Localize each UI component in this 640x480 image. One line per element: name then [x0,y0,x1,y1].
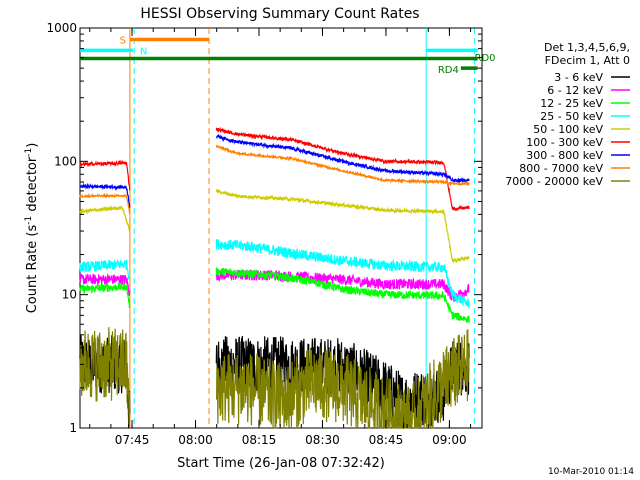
legend-label: 3 - 6 keV [554,71,603,84]
series-line-50-100-kev [79,188,470,264]
x-tick-label: 08:00 [178,433,213,447]
y-axis: 1 10 100 1000 [46,21,482,435]
legend-label: 7000 - 20000 keV [505,175,603,188]
legend: Det 1,3,4,5,6,9,FDecim 1, Att 0 3 - 6 keV… [505,41,630,188]
series-line-25-50-kev [79,239,470,309]
chart-title: HESSI Observing Summary Count Rates [140,6,419,22]
x-axis-label: Start Time (26-Jan-08 07:32:42) [177,456,385,471]
x-tick-label: 08:45 [369,433,404,447]
y-axis-label-exp1: -1 [24,216,34,225]
x-tick-label: 08:15 [242,433,277,447]
series-line-300-800-kev [79,133,470,208]
vertical-markers [129,28,475,428]
series-line-100-300-kev [79,126,470,212]
state-bar-label: RD4 [438,65,459,76]
legend-label: 25 - 50 keV [540,110,603,123]
y-axis-label: Count Rate (s-1 detector-1) [24,143,40,314]
x-axis: 07:45 08:00 08:15 08:30 08:45 09:00 [89,28,472,447]
legend-label: 6 - 12 keV [547,84,603,97]
series-layer [79,126,470,429]
x-tick-label: 09:00 [432,433,467,447]
y-axis-label-mid: detector [25,156,40,216]
legend-header: Det 1,3,4,5,6,9, [544,41,630,54]
series-line-12-25-kev [79,267,470,323]
y-tick-label: 10 [62,288,77,302]
footer-timestamp: 10-Mar-2010 01:14 [548,467,634,477]
plot-area [79,27,483,429]
legend-label: 100 - 300 keV [526,136,603,149]
attenuator-segments: S N RD4 RD0 [80,35,496,76]
state-bar-label: RD0 [475,53,496,64]
y-axis-label-end: ) [25,143,40,148]
y-axis-label-exp2: -1 [24,148,34,157]
x-tick-label: 07:45 [115,433,150,447]
y-tick-label: 1000 [46,21,77,35]
y-axis-label-main: Count Rate (s [25,225,40,314]
state-bar-label: N [140,46,147,57]
y-tick-label: 1 [69,421,77,435]
legend-label: 800 - 7000 keV [519,162,603,175]
legend-label: 12 - 25 keV [540,97,603,110]
x-tick-label: 08:30 [305,433,340,447]
legend-header: FDecim 1, Att 0 [545,54,630,67]
series-line-7000-20000-kev [79,327,470,429]
legend-label: 300 - 800 keV [526,149,603,162]
state-bar-label: S [120,35,126,46]
plot-frame [79,27,483,429]
legend-label: 50 - 100 keV [533,123,603,136]
series-line-800-7000-kev [79,144,470,215]
y-tick-label: 100 [54,154,77,168]
